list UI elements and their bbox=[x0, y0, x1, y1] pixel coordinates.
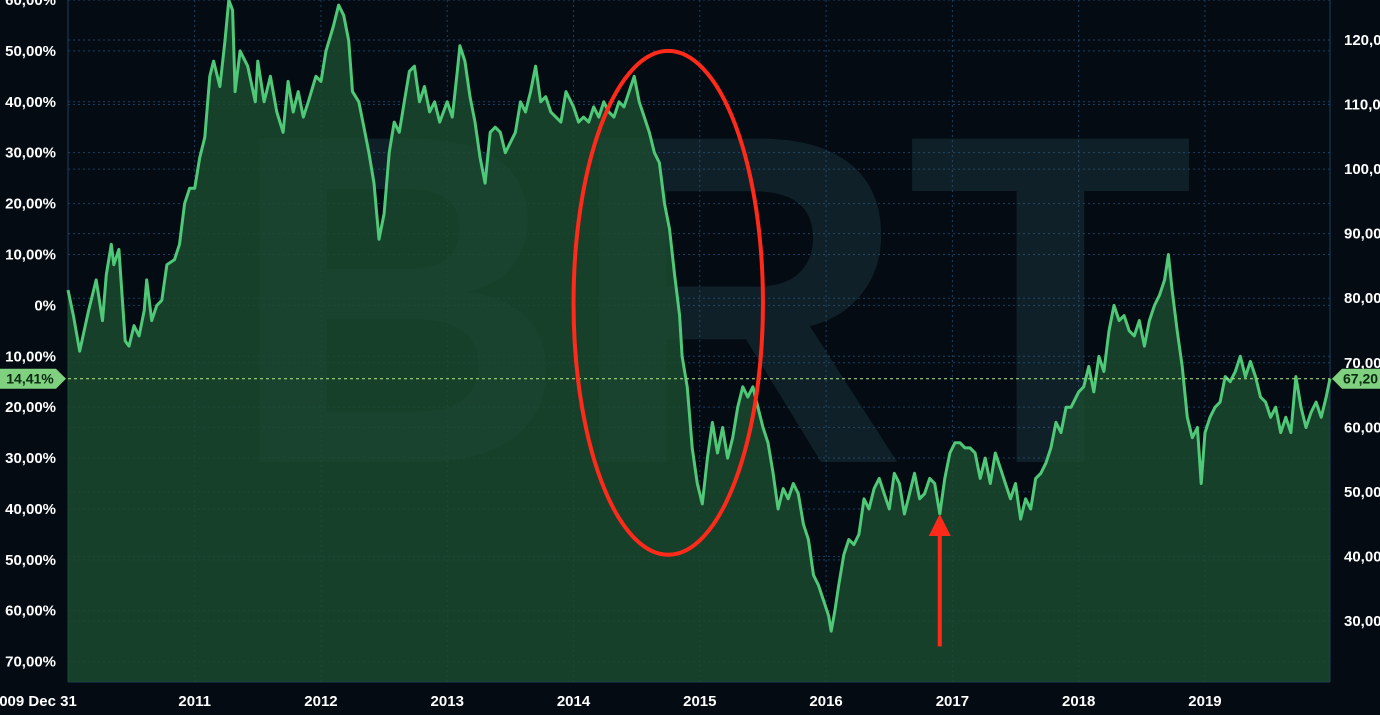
annotation-arrow-head bbox=[928, 514, 951, 537]
current-value-label-right: 67,20 bbox=[1343, 371, 1378, 387]
y-left-tick-label: 20,00% bbox=[5, 399, 56, 416]
annotation-ellipse bbox=[571, 48, 765, 557]
x-tick-label: 2013 bbox=[431, 693, 464, 710]
y-left-tick-label: 0% bbox=[34, 297, 56, 314]
x-tick-label: 2012 bbox=[304, 693, 337, 710]
y-right-tick-label: 30,00 bbox=[1344, 613, 1380, 630]
y-right-tick-label: 80,00 bbox=[1344, 290, 1380, 307]
y-right-tick-label: 60,00 bbox=[1344, 419, 1380, 436]
x-tick-label: 2011 bbox=[178, 693, 211, 710]
x-tick-label: 2019 bbox=[1188, 693, 1221, 710]
current-value-label-left: 14,41% bbox=[6, 371, 54, 387]
y-left-tick-label: 50,00% bbox=[5, 43, 56, 60]
x-tick-label: 2017 bbox=[936, 693, 969, 710]
y-left-tick-label: 10,00% bbox=[5, 246, 56, 263]
y-right-tick-label: 90,00 bbox=[1344, 226, 1380, 243]
series-layer bbox=[66, 0, 1332, 682]
x-tick-label: 2014 bbox=[557, 693, 591, 710]
y-right-tick-label: 40,00 bbox=[1344, 548, 1380, 565]
y-right-tick-label: 120,0 bbox=[1344, 32, 1380, 49]
x-tick-label: 2016 bbox=[809, 693, 842, 710]
current-value-badge-right bbox=[1332, 368, 1380, 389]
y-left-tick-label: 40,00% bbox=[5, 94, 56, 111]
y-right-tick-label: 70,00 bbox=[1344, 355, 1380, 372]
y-left-tick-label: 30,00% bbox=[5, 450, 56, 467]
current-value-badge-left bbox=[0, 368, 66, 389]
y-right-tick-label: 100,0 bbox=[1344, 161, 1380, 178]
y-right-tick-label: 110,0 bbox=[1344, 97, 1380, 114]
y-left-tick-label: 10,00% bbox=[5, 348, 56, 365]
annotations bbox=[571, 48, 951, 647]
y-left-tick-label: 50,00% bbox=[5, 552, 56, 569]
y-left-tick-label: 70,00% bbox=[5, 654, 56, 671]
x-tick-label: 009 Dec 31 bbox=[0, 693, 77, 710]
y-left-tick-label: 60,00% bbox=[5, 603, 56, 620]
y-left-tick-label: 20,00% bbox=[5, 196, 56, 213]
series-line bbox=[66, 0, 1332, 633]
x-tick-label: 2015 bbox=[683, 693, 716, 710]
y-left-tick-label: 40,00% bbox=[5, 501, 56, 518]
y-left-tick-label: 30,00% bbox=[5, 145, 56, 162]
y-left-tick-label: 60,00% bbox=[5, 0, 56, 9]
y-right-tick-label: 50,00 bbox=[1344, 484, 1380, 501]
x-tick-label: 2018 bbox=[1062, 693, 1095, 710]
series-area bbox=[68, 0, 1330, 682]
